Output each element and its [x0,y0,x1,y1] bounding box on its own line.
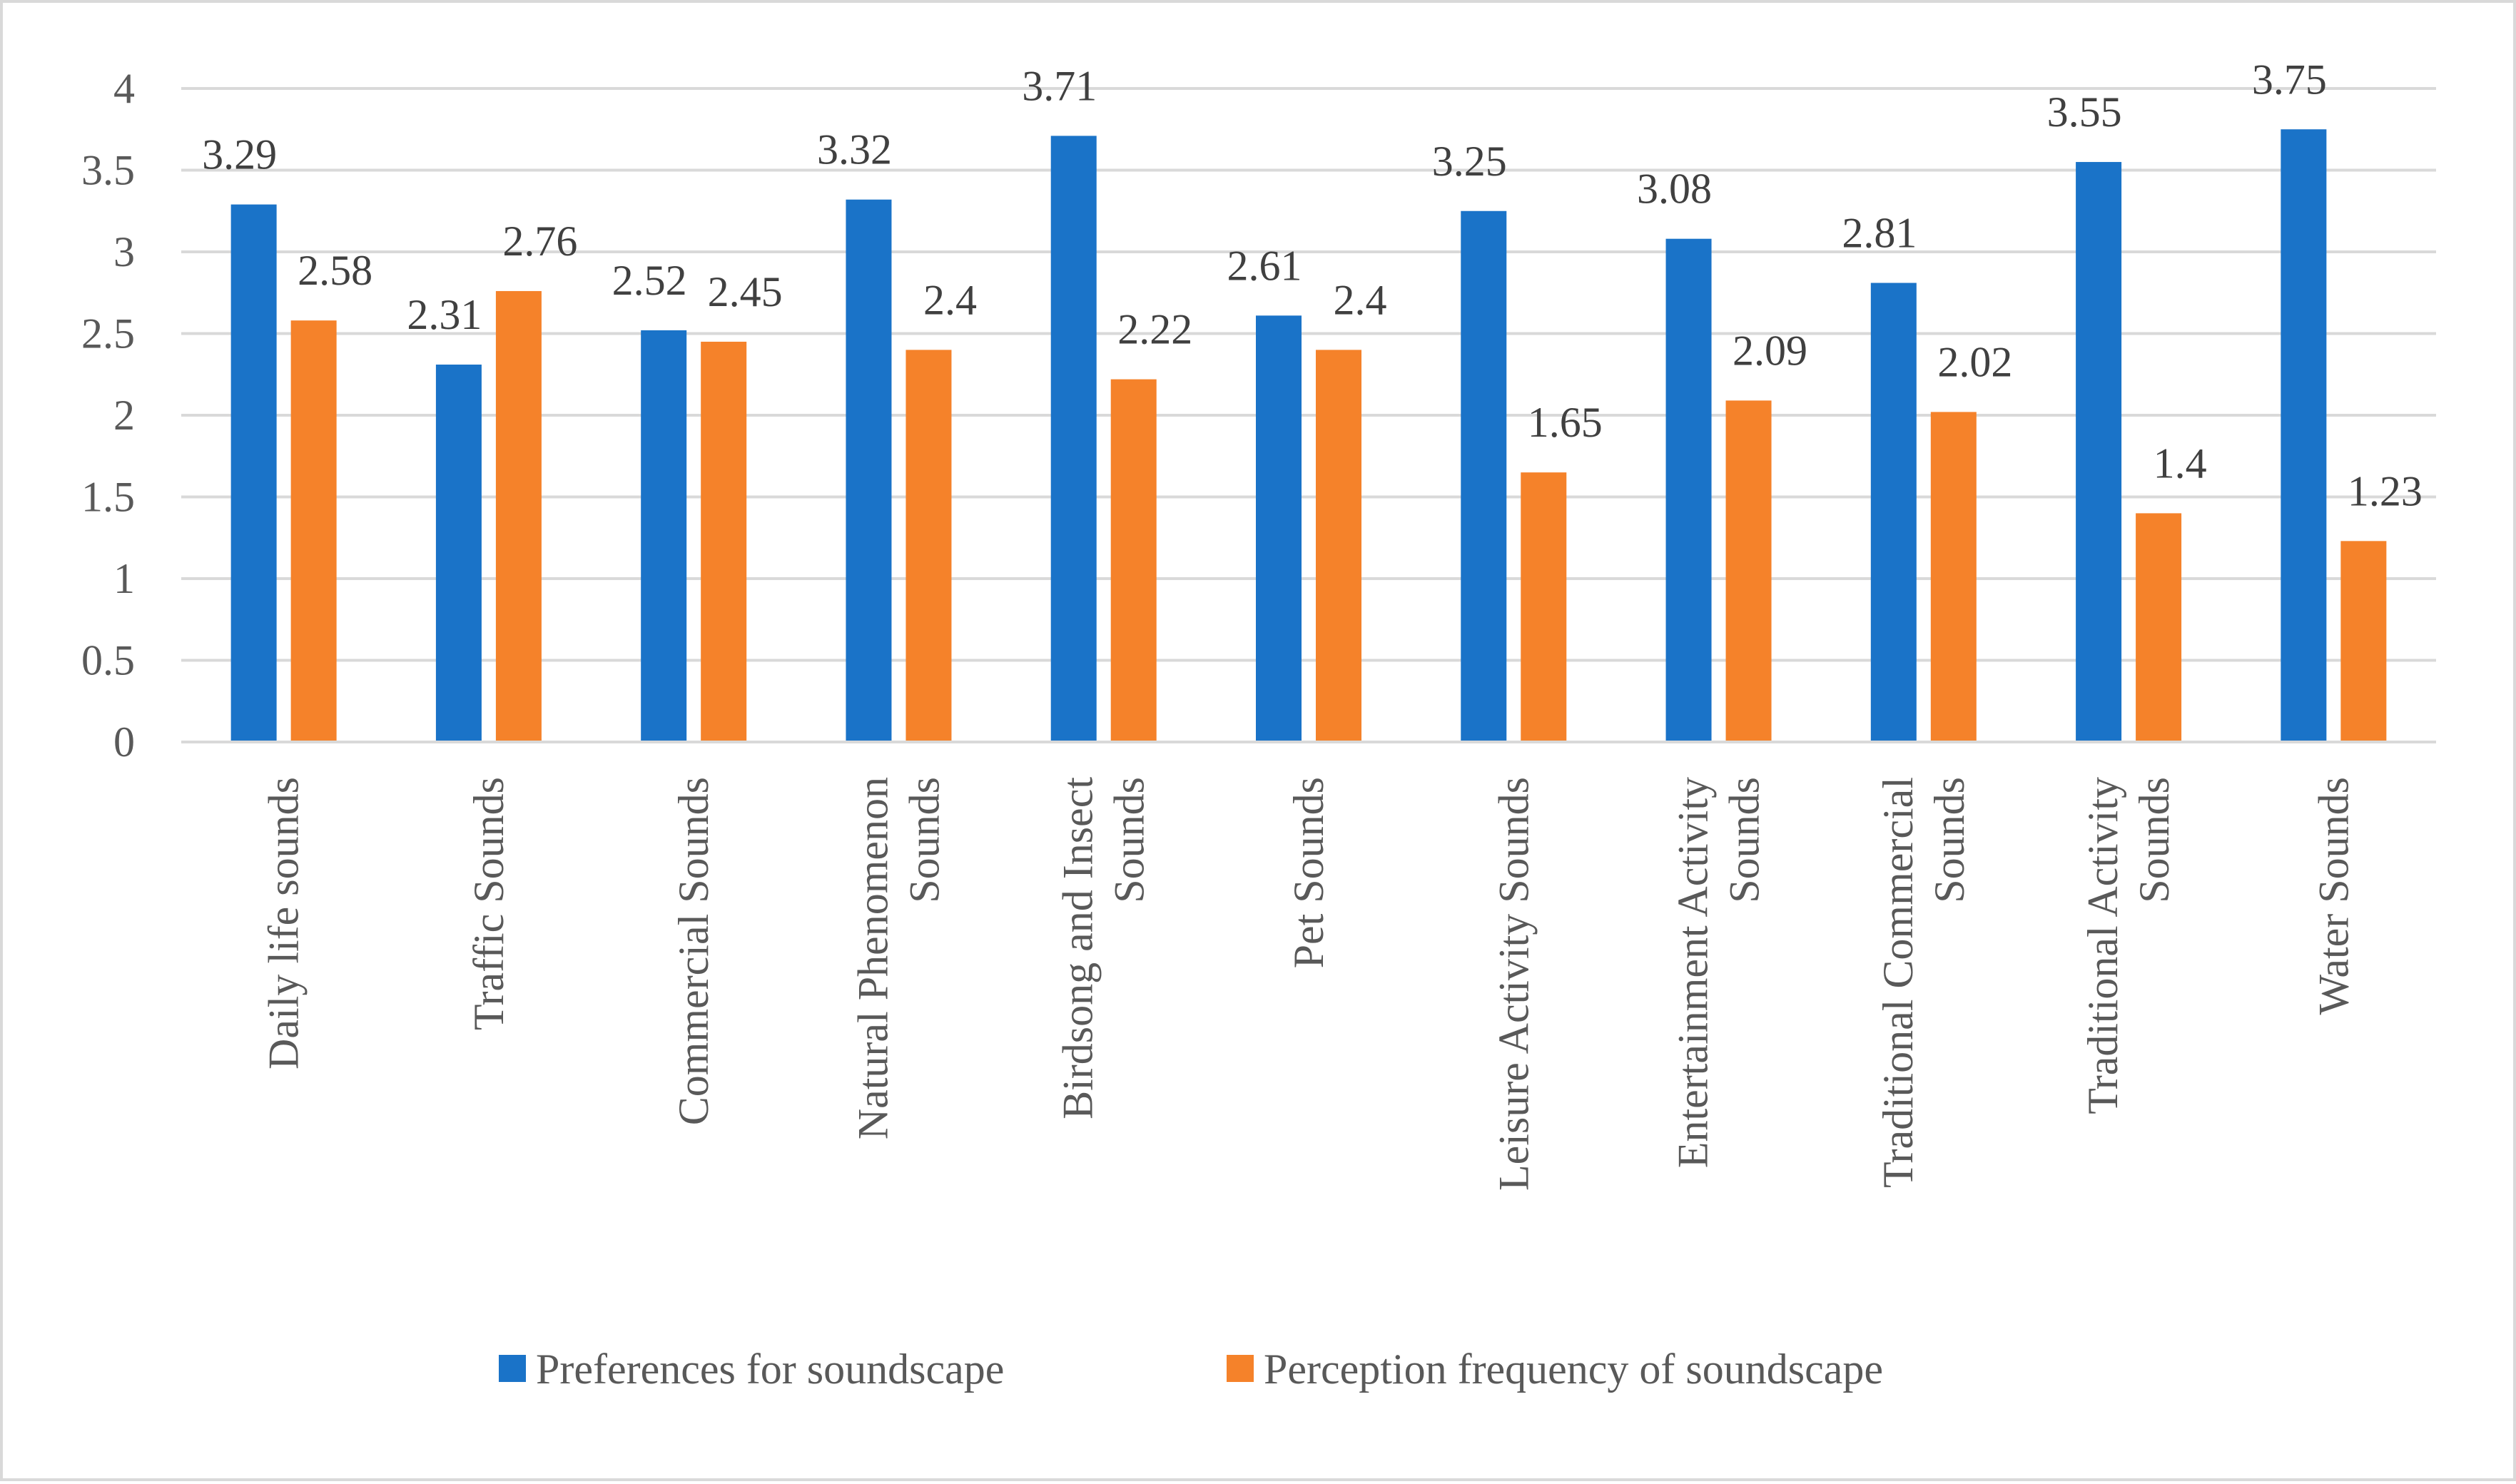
category-label: Entertainment Activity Sounds [1670,777,1768,1168]
data-label-preference: 2.52 [612,257,687,304]
data-label-preference: 3.55 [2047,88,2122,136]
category-label-line: Traditional Activity [2079,777,2126,1114]
bar-perception [906,350,952,742]
category-label: Pet Sounds [1285,777,1332,968]
bar-preference [1665,238,1712,742]
gridlines [181,87,2436,662]
category-label: Leisure Activity Sounds [1490,777,1537,1191]
data-label-perception: 1.65 [1528,399,1603,446]
legend-label-preference: Preferences for soundscape [536,1346,1004,1393]
bar-preference [1461,210,1507,742]
data-label-perception: 2.76 [502,218,577,265]
category-label: Water Sounds [2310,777,2357,1015]
category-label-line: Commercial Sounds [670,777,717,1125]
bar-preference [2076,162,2122,743]
data-label-preference: 3.25 [1432,138,1507,185]
data-labels: 3.29 2.31 2.52 3.32 3.71 2.61 3.25 3.08 2.81 3.55… [202,56,2423,514]
category-label-line: Sounds [1926,777,1973,903]
data-label-perception: 1.4 [2154,439,2207,487]
bar-perception [1110,379,1157,742]
legend-label-perception: Perception frequency of soundscape [1264,1346,1883,1393]
y-tick-label: 2.5 [81,310,135,357]
category-label: Daily life sounds [260,777,308,1069]
bar-perception [1725,400,1772,742]
category-label: Traditional Activity Sounds [2079,777,2178,1114]
category-label-line: Traffic Sounds [465,777,512,1030]
category-labels: Daily life sounds Traffic Sounds Commercia… [260,777,2358,1191]
category-label: Natural Phenomenon Sounds [849,777,948,1139]
y-tick-label: 1 [113,555,135,602]
data-label-preference: 2.31 [407,291,482,338]
bars [230,129,2387,743]
legend-swatch-perception [1227,1355,1254,1382]
bar-preference [1050,136,1097,742]
data-label-preference: 3.29 [202,131,277,178]
data-label-preference: 3.75 [2252,56,2327,103]
bar-preference [641,330,687,742]
data-label-perception: 2.22 [1117,306,1192,353]
y-axis-ticks: 0 0.5 1 1.5 2 2.5 3 3.5 4 [81,65,135,766]
y-tick-label: 4 [113,65,135,112]
bar-perception [1316,350,1361,742]
category-label: Birdsong and Insect Sounds [1055,777,1153,1119]
bar-preference [1870,283,1917,742]
data-label-preference: 2.81 [1842,210,1917,257]
category-label-line: Natural Phenomenon [849,777,896,1139]
data-label-preference: 2.61 [1227,242,1302,289]
bar-preference [435,365,482,742]
category-label-line: Pet Sounds [1285,777,1332,968]
data-label-preference: 3.71 [1022,62,1097,109]
bar-preference [230,204,277,743]
bar-perception [2136,513,2182,742]
bar-perception [1521,472,1567,742]
bar-chart: 0 0.5 1 1.5 2 2.5 3 3.5 4 3.29 2.31 2.52 3.32 3.71 2.… [81,56,2436,1393]
bar-perception [2340,541,2387,742]
legend-swatch-preference [499,1355,526,1382]
data-label-perception: 2.58 [298,247,372,294]
bar-perception [701,341,747,742]
y-tick-label: 0.5 [81,637,135,684]
data-label-perception: 2.09 [1733,327,1807,374]
y-tick-label: 3 [113,228,135,275]
data-label-perception: 2.4 [923,276,977,323]
category-label-line: Entertainment Activity [1670,777,1717,1168]
data-label-perception: 2.4 [1334,276,1387,323]
data-label-perception: 2.02 [1937,338,2012,385]
category-label: Commercial Sounds [670,777,717,1125]
bar-perception [1930,412,1977,742]
data-label-perception: 1.23 [2348,467,2423,514]
bar-preference [2281,129,2327,742]
category-label-line: Sounds [2131,777,2178,903]
data-label-preference: 3.08 [1637,166,1712,213]
category-label-line: Daily life sounds [260,777,308,1069]
category-label: Traditional Commercial Sounds [1875,777,1973,1188]
category-label-line: Birdsong and Insect [1055,777,1102,1119]
y-tick-label: 2 [113,392,135,439]
category-label-line: Leisure Activity Sounds [1490,777,1537,1191]
category-label-line: Sounds [1721,777,1768,903]
bar-preference [846,199,892,743]
y-tick-label: 1.5 [81,474,135,521]
y-tick-label: 0 [113,718,135,766]
category-label-line: Water Sounds [2310,777,2357,1015]
bar-perception [495,290,542,743]
bar-perception [290,320,337,742]
data-label-preference: 3.32 [817,126,892,173]
data-label-perception: 2.45 [708,268,783,315]
category-label-line: Sounds [901,777,948,903]
category-label-line: Traditional Commercial [1875,777,1922,1188]
legend: Preferences for soundscape Perception fre… [499,1346,1883,1393]
category-label-line: Sounds [1106,777,1153,903]
y-tick-label: 3.5 [81,147,135,194]
category-label: Traffic Sounds [465,777,512,1030]
bar-preference [1256,315,1302,742]
